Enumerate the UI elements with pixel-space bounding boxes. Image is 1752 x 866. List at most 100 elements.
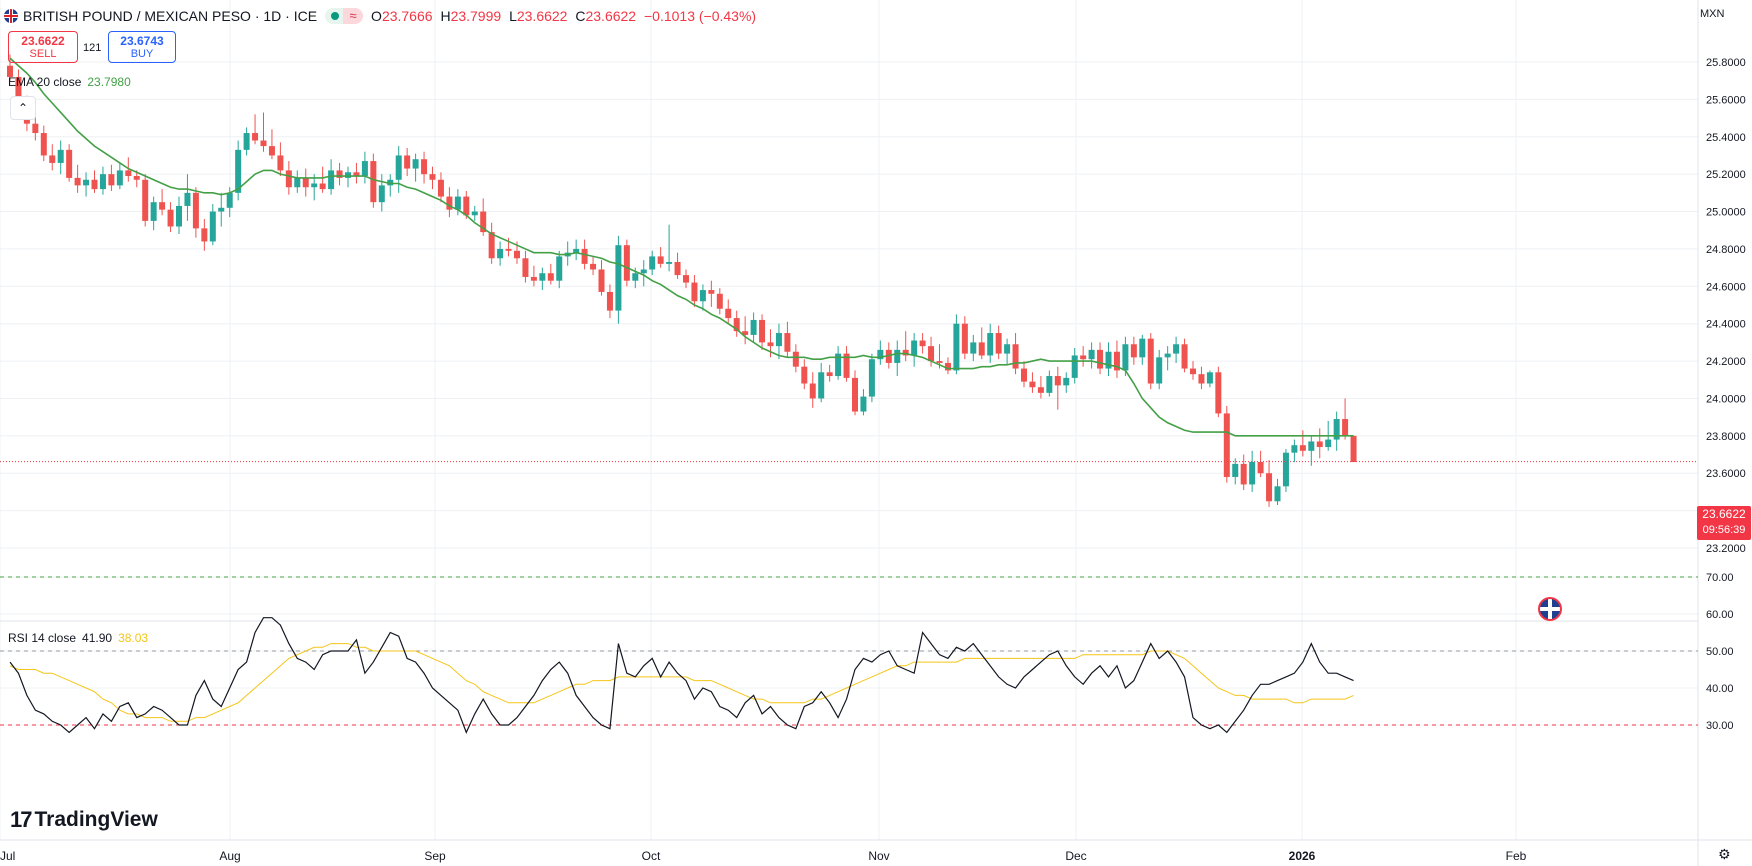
tradingview-logo[interactable]: 17 TradingView xyxy=(10,807,158,833)
rsi-tick-label: 40.00 xyxy=(1706,683,1734,695)
candle-body xyxy=(66,149,73,178)
tradingview-mark-icon: 17 xyxy=(10,807,33,832)
buy-button[interactable]: 23.6743 BUY xyxy=(108,31,176,63)
rsi-tick-label: 30.00 xyxy=(1706,720,1734,732)
candle-body xyxy=(1274,486,1281,502)
price-tick-label: 25.6000 xyxy=(1706,94,1746,106)
candle-body xyxy=(1215,372,1222,414)
candle-body xyxy=(235,149,242,193)
price-tick-label: 23.6000 xyxy=(1706,468,1746,480)
candle-body xyxy=(573,248,580,253)
candle-body xyxy=(928,346,935,362)
candle-body xyxy=(463,196,470,216)
rsi-ma-path xyxy=(9,643,1354,722)
rsi-tick-label: 50.00 xyxy=(1706,646,1734,658)
open-value: 23.7666 xyxy=(381,8,433,24)
candle-body xyxy=(1113,351,1120,371)
candle-body xyxy=(209,211,216,242)
candle-body xyxy=(699,290,706,302)
candle-body xyxy=(936,361,943,363)
candle-body xyxy=(370,161,377,203)
close-value: 23.6622 xyxy=(585,8,637,24)
candle-body xyxy=(767,342,774,347)
ema-legend[interactable]: EMA 20 close 23.7980 xyxy=(8,75,131,89)
candle-body xyxy=(150,202,157,221)
candle-body xyxy=(1333,419,1340,440)
candle-body xyxy=(378,185,385,203)
candle-body xyxy=(311,183,318,188)
market-status-icon[interactable] xyxy=(325,8,344,24)
symbol-title[interactable]: BRITISH POUND / MEXICAN PESO · 1D · ICE xyxy=(23,8,318,24)
candle-body xyxy=(1308,441,1315,451)
data-delay-icon[interactable]: ≈ xyxy=(343,8,364,24)
candle-body xyxy=(826,372,833,377)
collapse-legend-button[interactable]: ⌃ xyxy=(10,96,36,120)
candle-body xyxy=(1105,351,1112,369)
candle-body xyxy=(1088,349,1095,360)
rsi-tick-label: 70.00 xyxy=(1706,572,1734,584)
last-price-tag: 23.6622 09:56:39 xyxy=(1697,506,1751,540)
candle-body xyxy=(868,359,875,397)
low-label: L xyxy=(509,8,517,24)
candle-body xyxy=(421,159,428,175)
candle-body xyxy=(1046,376,1053,393)
settings-gear-icon[interactable]: ⚙ xyxy=(1718,846,1731,862)
sell-price: 23.6622 xyxy=(21,34,65,48)
candle-body xyxy=(1266,473,1273,502)
candle-body xyxy=(657,256,664,264)
candle-body xyxy=(1037,387,1044,393)
rsi-legend-label: RSI 14 close xyxy=(8,631,77,645)
candle-body xyxy=(142,179,149,221)
candle-body xyxy=(74,177,81,186)
candle-body xyxy=(522,258,529,277)
candle-body xyxy=(277,155,284,171)
candle-body xyxy=(1181,344,1188,369)
candle-body xyxy=(1004,344,1011,354)
gbp-flag-icon xyxy=(4,9,18,23)
last-price-value: 23.6622 xyxy=(1702,507,1746,521)
candle-body xyxy=(691,282,698,302)
candle-body xyxy=(944,362,951,371)
candle-body xyxy=(1080,355,1087,360)
candle-body xyxy=(83,179,90,186)
ema-20-line xyxy=(9,57,1354,437)
candle-body xyxy=(784,333,791,352)
candle-body xyxy=(581,248,588,264)
candle-body xyxy=(252,133,259,141)
candle-body xyxy=(835,353,842,377)
candle-body xyxy=(260,140,267,147)
candlestick-series xyxy=(7,54,1357,507)
candle-body xyxy=(1156,357,1163,384)
time-tick-label: Aug xyxy=(219,849,240,863)
candle-body xyxy=(539,273,546,281)
candle-body xyxy=(1223,413,1230,477)
gbp-event-flag-icon[interactable] xyxy=(1538,597,1562,621)
candle-body xyxy=(480,211,487,233)
price-tick-label: 23.8000 xyxy=(1706,431,1746,443)
candle-body xyxy=(302,177,309,188)
candle-body xyxy=(683,275,689,283)
candle-body xyxy=(226,192,233,208)
buy-price: 23.6743 xyxy=(120,34,164,48)
candle-body xyxy=(488,232,495,259)
candle-body xyxy=(902,349,909,356)
currency-label[interactable]: MXN xyxy=(1700,8,1725,20)
candle-body xyxy=(742,331,749,335)
candle-body xyxy=(268,146,275,156)
time-tick-label: Dec xyxy=(1065,849,1086,863)
candle-body xyxy=(243,133,250,150)
candle-body xyxy=(1257,462,1264,474)
price-tick-label: 24.8000 xyxy=(1706,244,1746,256)
candle-body xyxy=(877,349,884,360)
candle-body xyxy=(218,207,225,212)
candle-body xyxy=(1173,344,1180,354)
candle-body xyxy=(395,155,402,180)
candle-body xyxy=(1164,353,1171,358)
rsi-legend[interactable]: RSI 14 close 41.90 38.03 xyxy=(8,631,148,645)
candle-body xyxy=(708,290,715,294)
candle-body xyxy=(1029,381,1036,388)
candle-body xyxy=(666,262,673,264)
sell-button[interactable]: 23.6622 SELL xyxy=(8,31,78,63)
candle-body xyxy=(353,172,360,177)
